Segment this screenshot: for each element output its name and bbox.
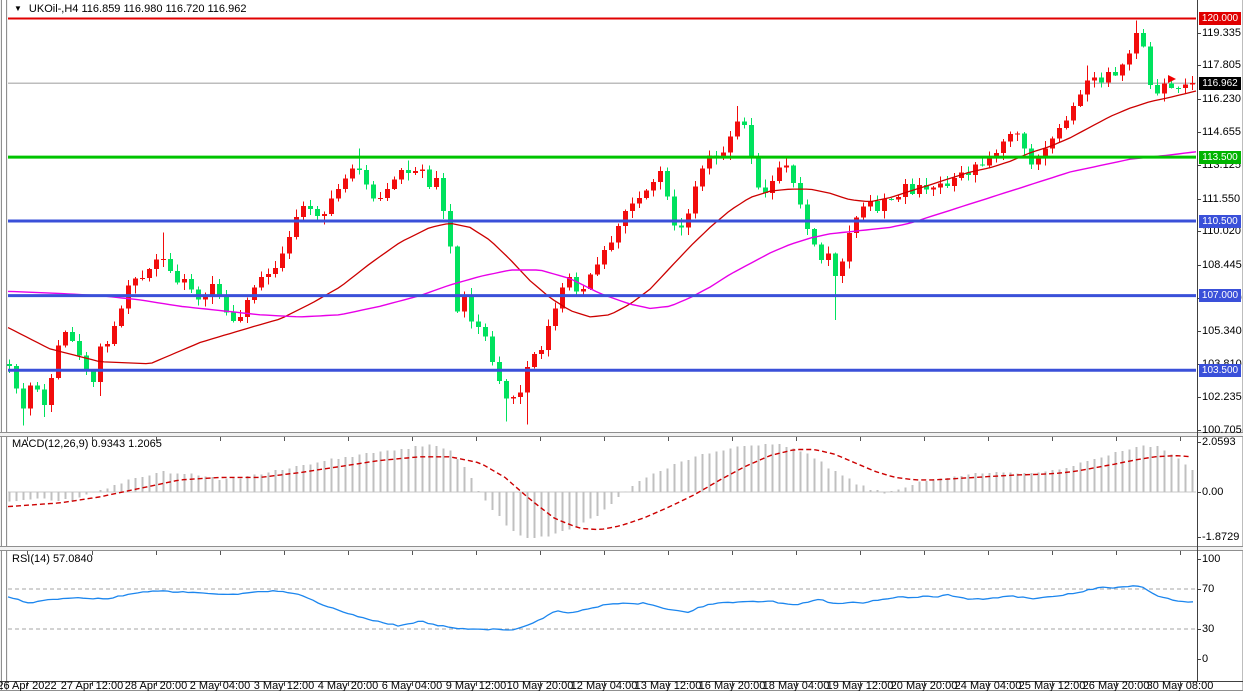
time-axis-label: 26 Apr 2022 [0,680,57,691]
ma-fast-red-line [7,90,1197,365]
level-price-badge: 120.000 [1199,12,1241,26]
macd-axis-tick-label: 2.0593 [1202,436,1236,448]
time-axis-label: 4 May 20:00 [317,680,379,691]
price-axis-tick-label: 111.550 [1202,192,1241,205]
macd-indicator-label: MACD(12,26,9) 0.9343 1.2065 [12,438,162,450]
symbol-dropdown-icon[interactable]: ▼ [14,4,22,13]
time-axis-label: 25 May 12:00 [1018,680,1086,691]
price-axis-tick-label: 100.705 [1202,423,1242,436]
time-axis-label: 19 May 12:00 [826,680,894,691]
signal-arrow-marker [1168,75,1176,83]
time-axis-label: 6 May 04:00 [381,680,443,691]
level-price-badge: 110.500 [1199,214,1241,228]
level-price-badge: 103.500 [1199,363,1241,377]
price-axis-tick-label: 119.335 [1202,26,1241,39]
price-axis-tick-label: 108.445 [1202,258,1242,271]
time-axis-label: 2 May 04:00 [189,680,251,691]
chart-title-bar: ▼ UKOil-,H4 116.859 116.980 116.720 116.9… [14,3,246,15]
time-axis-label: 27 Apr 12:00 [60,680,124,691]
level-price-badge: 113.500 [1199,150,1241,164]
rsi-axis-tick-label: 100 [1202,553,1221,565]
time-axis-label: 13 May 12:00 [634,680,702,691]
time-axis-label: 12 May 04:00 [570,680,638,691]
macd-histogram [8,443,1194,539]
main-chart-plot-area[interactable] [8,2,1196,432]
time-axis-label: 20 May 20:00 [890,680,958,691]
time-axis-label: 26 May 20:00 [1082,680,1150,691]
rsi-panel-plot-area[interactable] [8,551,1196,681]
time-axis-label: 16 May 20:00 [698,680,766,691]
level-price-badge: 107.000 [1199,289,1241,303]
price-axis-tick-label: 105.340 [1202,324,1242,337]
macd-signal-line [7,448,1192,531]
rsi-axis-tick-label: 70 [1202,583,1215,595]
rsi-axis-tick-label: 30 [1202,623,1215,635]
current-price-badge: 116.962 [1199,76,1241,90]
macd-panel-plot-area[interactable] [8,437,1196,546]
price-axis-tick-label: 110.020 [1202,225,1241,238]
macd-axis-tick-label: -1.8729 [1202,531,1240,544]
time-axis-label: 18 May 04:00 [762,680,830,691]
time-axis-label: 3 May 12:00 [253,680,315,691]
rsi-indicator-label: RSI(14) 57.0840 [12,553,93,565]
rsi-axis-tick-label: 0 [1202,653,1209,665]
time-axis-label: 28 Apr 20:00 [124,680,188,691]
time-axis-label: 30 May 08:00 [1146,680,1214,691]
time-axis-label: 10 May 20:00 [506,680,574,691]
time-axis-label: 9 May 12:00 [445,680,507,691]
price-axis-tick-label: 117.805 [1202,59,1241,72]
chart-title-quote: UKOil-,H4 116.859 116.980 116.720 116.96… [28,3,247,15]
price-axis-tick-label: 114.655 [1202,126,1241,139]
macd-axis-tick-label: 0.00 [1202,486,1224,498]
rsi-line [7,585,1194,631]
price-axis-tick-label: 116.230 [1202,92,1241,105]
price-axis-tick-label: 102.235 [1202,391,1242,404]
time-axis-label: 24 May 04:00 [954,680,1022,691]
